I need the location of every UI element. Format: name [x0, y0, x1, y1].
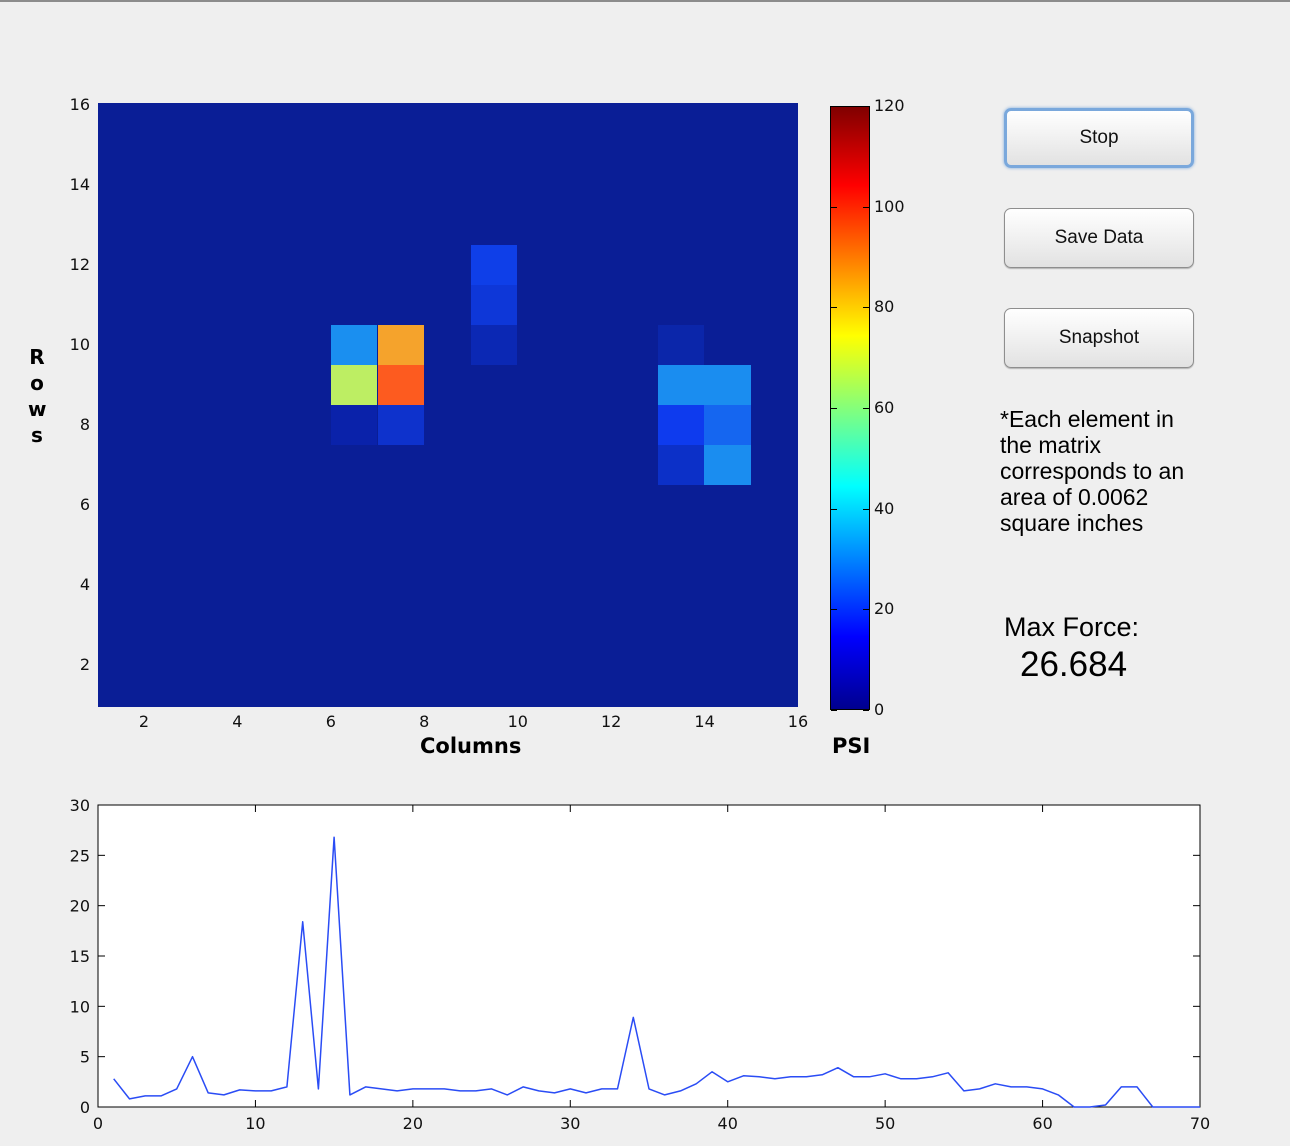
max-force-label: Max Force:	[1004, 612, 1140, 642]
colorbar-tick-label: 0	[874, 700, 885, 719]
colorbar-tick-label: 40	[874, 498, 895, 518]
force-series-line	[113, 836, 1200, 1108]
heatmap-y-tick-label: 12	[69, 255, 90, 274]
heatmap-x-tick-label: 4	[232, 712, 243, 731]
heatmap-cell	[470, 285, 518, 325]
x-tick-label: 10	[245, 1114, 265, 1133]
colorbar-tick-label: 100	[874, 196, 905, 216]
heatmap-cell	[330, 405, 378, 445]
colorbar-tick-mark	[863, 710, 869, 711]
heatmap-cell	[704, 365, 751, 405]
heatmap-cell	[377, 365, 424, 405]
plot-area	[97, 804, 1201, 1108]
heatmap-x-tick-label: 6	[325, 712, 336, 731]
colorbar-tick-mark	[863, 307, 869, 309]
colorbar-tick-mark	[831, 508, 837, 510]
heatmap-cell	[470, 245, 518, 285]
max-force-value: 26.684	[1020, 645, 1128, 684]
heatmap-x-tick-label: 10	[507, 712, 528, 731]
colorbar-tick-mark	[831, 307, 837, 309]
heatmap-x-tick-label: 16	[787, 712, 809, 731]
heatmap-x-label: Columns	[420, 734, 522, 758]
heatmap-y-tick-label: 14	[69, 175, 90, 194]
heatmap-y-tick-label: 16	[69, 95, 90, 114]
colorbar-tick-label: 80	[874, 297, 895, 317]
colorbar-tick-mark	[863, 609, 869, 611]
colorbar-tick-mark	[831, 609, 837, 611]
stop-button[interactable]: Stop	[1004, 108, 1194, 168]
x-tick-label: 50	[875, 1114, 895, 1133]
colorbar-label: PSI	[832, 734, 871, 758]
heatmap-x-tick-label: 14	[694, 712, 715, 731]
x-tick-label: 30	[560, 1114, 580, 1133]
y-tick-label: 20	[70, 897, 90, 916]
colorbar-tick-label: 60	[874, 398, 895, 417]
window-top-border	[0, 0, 1290, 2]
colorbar-tick-mark	[831, 106, 837, 107]
x-tick-label: 20	[403, 1114, 423, 1133]
y-tick-label: 5	[80, 1048, 90, 1067]
heatmap-y-tick-label: 6	[79, 495, 90, 514]
x-tick-label: 60	[1032, 1114, 1052, 1133]
heatmap-cell	[330, 365, 378, 405]
y-tick-label: 10	[70, 997, 90, 1016]
heatmap-cell	[657, 325, 705, 365]
colorbar-tick-label: 20	[874, 599, 895, 619]
heatmap-x-tick-label: 2	[138, 712, 150, 731]
heatmap-y-tick-label: 2	[79, 655, 90, 674]
heatmap-cell	[657, 445, 705, 485]
y-tick-label: 15	[70, 947, 90, 966]
heatmap-y-label: R o w s	[28, 345, 47, 447]
y-tick-label: 25	[70, 846, 90, 865]
colorbar-tick-mark	[831, 710, 837, 711]
heatmap-y-tick-label: 8	[79, 415, 90, 434]
heatmap-x-tick-label: 12	[601, 712, 622, 731]
colorbar-tick-mark	[863, 408, 869, 409]
colorbar-tick-mark	[863, 508, 869, 510]
y-tick-label: 30	[70, 796, 90, 815]
pressure-heatmap	[98, 103, 798, 707]
colorbar-tick-label: 120	[874, 96, 905, 115]
colorbar-tick-mark	[863, 106, 869, 107]
x-tick-label: 40	[718, 1114, 738, 1133]
save-data-button[interactable]: Save Data	[1004, 208, 1194, 268]
heatmap-cell	[657, 405, 705, 445]
heatmap-x-tick-label: 8	[419, 712, 430, 731]
area-note: *Each element in the matrix corresponds …	[1000, 406, 1185, 536]
heatmap-cell	[704, 445, 751, 485]
y-tick-label: 0	[80, 1098, 90, 1117]
heatmap-y-tick-label: 10	[69, 335, 90, 354]
heatmap-cell	[377, 325, 424, 365]
x-tick-label: 70	[1190, 1114, 1210, 1133]
heatmap-cell	[704, 405, 751, 445]
force-line-chart: 0 10 20 30 40 50 60 70 0 5 10 15 20 25 30	[70, 796, 1211, 1133]
heatmap-cell	[470, 325, 518, 365]
heatmap-y-tick-label: 4	[79, 575, 90, 594]
colorbar-tick-mark	[831, 206, 837, 208]
heatmap-cell	[377, 405, 424, 445]
heatmap-cell	[330, 325, 378, 365]
colorbar-tick-mark	[863, 206, 869, 208]
x-tick-label: 0	[93, 1114, 103, 1133]
snapshot-button[interactable]: Snapshot	[1004, 308, 1194, 368]
colorbar-tick-mark	[831, 408, 837, 409]
heatmap-cell	[657, 365, 705, 405]
